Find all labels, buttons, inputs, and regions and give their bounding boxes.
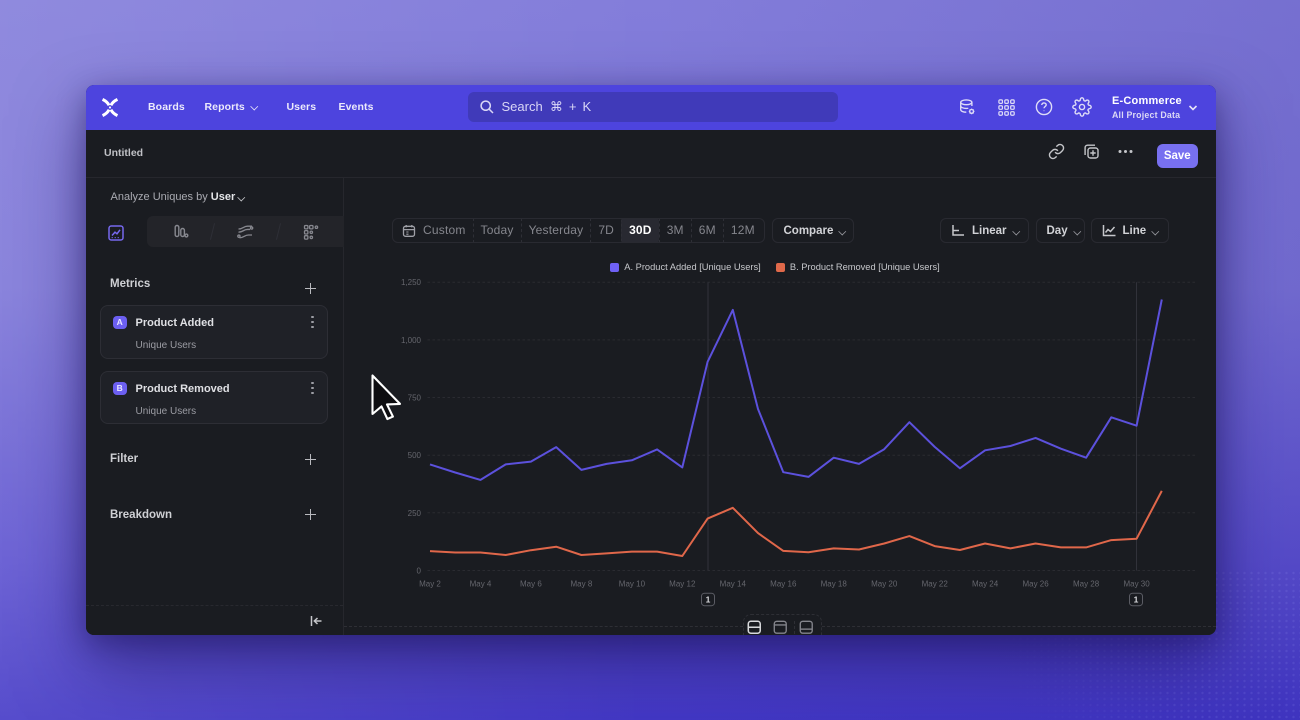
svg-text:May 4: May 4 — [469, 579, 491, 588]
svg-text:0: 0 — [416, 566, 421, 575]
svg-text:May 10: May 10 — [618, 579, 645, 588]
svg-text:1,000: 1,000 — [400, 335, 421, 344]
svg-text:May 18: May 18 — [820, 579, 847, 588]
svg-text:May 16: May 16 — [770, 579, 797, 588]
svg-text:May 14: May 14 — [719, 579, 746, 588]
svg-text:May 20: May 20 — [871, 579, 898, 588]
svg-text:May 26: May 26 — [1022, 579, 1049, 588]
svg-text:1,250: 1,250 — [400, 278, 421, 287]
svg-text:May 12: May 12 — [669, 579, 696, 588]
svg-text:May 8: May 8 — [570, 579, 592, 588]
svg-text:May 30: May 30 — [1123, 579, 1150, 588]
svg-text:May 24: May 24 — [971, 579, 998, 588]
svg-text:May 22: May 22 — [921, 579, 948, 588]
svg-text:750: 750 — [407, 393, 421, 402]
svg-text:1: 1 — [705, 594, 710, 604]
svg-text:May 28: May 28 — [1072, 579, 1099, 588]
svg-text:250: 250 — [407, 508, 421, 517]
svg-text:May 2: May 2 — [419, 579, 441, 588]
svg-text:1: 1 — [1133, 594, 1138, 604]
svg-text:500: 500 — [407, 451, 421, 460]
svg-text:May 6: May 6 — [520, 579, 542, 588]
